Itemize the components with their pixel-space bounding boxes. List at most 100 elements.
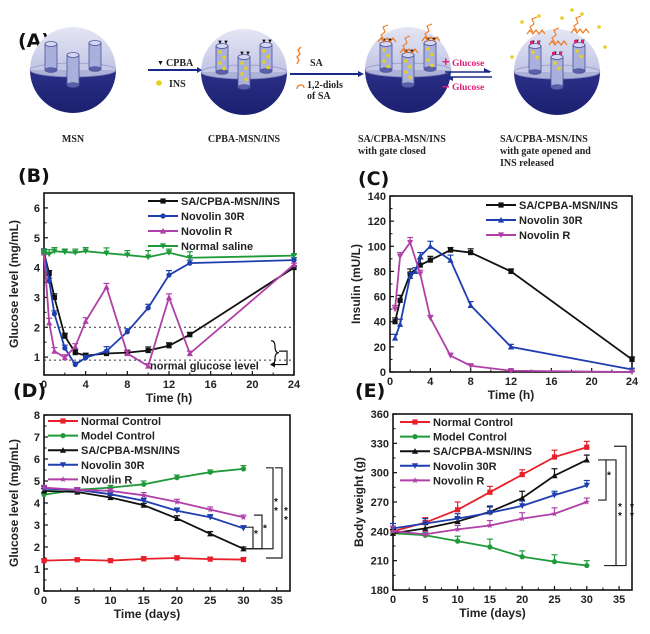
data-point [46,278,52,284]
data-point [103,348,110,354]
legend-label: Model Control [433,432,507,444]
significance-label: * * [284,506,288,526]
nanoparticle-stage-3: ▼ ▼▼ ▼▼ ▼ [364,23,452,113]
series-normal-saline [40,247,298,261]
significance-bracket [245,467,274,550]
significance-label: * * [618,502,622,522]
x-tick-label: 10 [104,595,116,607]
schematic-diagram: ▼▼▼▼▼▼▼▼▼▼▼▼▼▼▼▼▼▼ MSNCPBA-MSN/INSSA/CPB… [29,8,607,169]
series-novolin-30r [391,240,636,373]
released-insulin-dot [597,25,601,29]
x-tick-label: 16 [545,376,557,388]
pore-bottom [215,69,229,75]
stage-label-1: MSN [62,134,85,145]
x-tick-label: 30 [237,595,249,607]
pore-bottom [572,68,586,74]
annotation-normal-glucose: normal glucose level [150,360,259,372]
data-point [61,249,68,256]
y-axis-label: Body weight (g) [352,457,366,547]
data-point [422,520,429,527]
insulin-dot [557,66,561,71]
y-tick-label: 240 [371,526,389,538]
y-tick-label: 8 [34,410,40,422]
pore-top [572,42,586,48]
insulin-dot [240,61,244,65]
y-tick-label: 4 [34,498,41,510]
data-point [46,251,53,258]
data-point [240,466,247,472]
data-point [124,252,131,259]
y-tick-label: 40 [374,317,386,329]
data-point [140,502,147,508]
legend-marker [411,477,419,484]
data-point [187,260,193,266]
series-model-control [390,529,590,569]
released-insulin-dot [520,20,524,24]
pore-bottom [44,67,58,73]
significance-label: * [263,524,267,535]
pore-top [423,40,437,46]
glucose-bound [537,41,540,44]
data-point [61,354,68,361]
x-tick-label: 8 [124,379,130,391]
pore-top [528,43,542,49]
significance-star: * [607,471,611,482]
pore-bottom [550,84,564,90]
legend-marker [412,434,418,440]
insulin-dot [404,70,408,74]
insulin-dot [531,50,535,54]
data-point [417,262,423,268]
legend: SA/CPBA-MSN/INS Novolin 30R Novolin R [486,200,618,242]
y-tick-label: 330 [371,438,389,450]
stage-label-3: with gate closed [358,146,426,157]
y-tick-label: 5 [34,476,40,488]
data-point [467,363,474,369]
significance-star: * [284,515,288,526]
data-point [46,270,52,277]
significance-bracket [604,459,617,567]
series-novolin-r [40,484,247,521]
data-point [507,343,515,350]
pore-top [379,41,393,47]
series-sa-cpba-msn-ins [392,246,635,363]
insulin-dot [579,54,583,59]
x-tick-label: 25 [548,594,560,606]
data-point [519,503,526,510]
reagent-diols: of SA [307,91,331,102]
data-point [173,515,181,521]
data-point [584,444,590,450]
data-point [454,516,461,522]
data-point [46,319,53,326]
x-axis-label: Time (days) [114,607,180,621]
data-point [51,294,58,301]
legend: SA/CPBA-MSN/INS Novolin 30R Novolin R Norma… [148,196,280,253]
x-tick-label: 15 [484,594,496,606]
data-point [124,350,131,357]
significance-bracket [612,445,627,567]
data-point [468,249,474,256]
data-point [51,348,58,354]
insulin-dot [430,52,434,57]
insulin-dot [218,61,222,65]
data-point [74,486,81,493]
released-insulin-dot [510,55,514,59]
x-tick-label: 0 [41,379,47,391]
data-point [141,556,147,562]
sa-chain [573,15,582,32]
stage-label-4: with gate opened and [500,146,591,157]
data-point [290,261,298,268]
pore-bottom [423,66,437,72]
significance-bracket [266,467,283,559]
data-point [291,257,297,263]
sphere-bottom [514,72,600,115]
y-tick-label: 60 [374,292,386,304]
data-point [447,257,454,263]
significance-star: * [254,529,258,540]
arrowhead [197,67,202,73]
panel-label-d: (D) [13,380,47,402]
y-tick-label: 3 [34,520,40,532]
y-tick-label: 210 [371,556,389,568]
data-point [165,250,173,256]
y-axis-label: Insulin (mU/L) [349,244,363,324]
